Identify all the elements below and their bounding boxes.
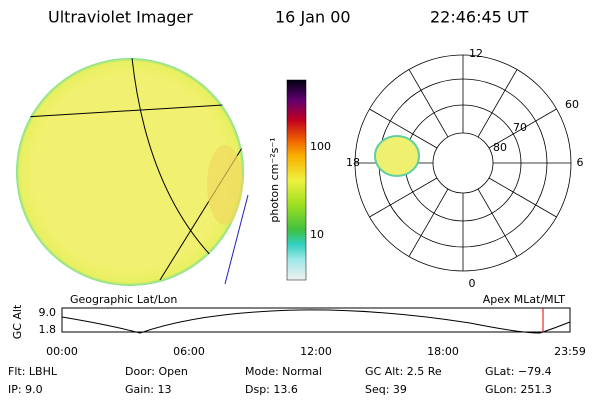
polar-spoke bbox=[488, 108, 557, 149]
title: Ultraviolet Imager bbox=[48, 8, 193, 27]
footer-field: GLon: 251.3 bbox=[485, 383, 552, 396]
polar-spoke bbox=[477, 188, 518, 257]
footer-field: GLat: −79.4 bbox=[485, 365, 552, 378]
aurora-blob bbox=[374, 135, 420, 177]
mlt-label: 6 bbox=[577, 156, 584, 169]
footer-field: GC Alt: 2.5 Re bbox=[365, 365, 442, 378]
mlt-label: 12 bbox=[469, 47, 483, 60]
lat-label: 80 bbox=[493, 141, 507, 154]
timeline-ylabel: GC Alt bbox=[11, 304, 24, 339]
panel-label: Apex MLat/MLT bbox=[483, 293, 566, 306]
timeline bbox=[61, 307, 571, 334]
mlt-label: 0 bbox=[469, 277, 476, 290]
colorbar-tick: 100 bbox=[310, 140, 331, 153]
earth-image bbox=[16, 58, 249, 286]
polar-spoke bbox=[477, 69, 518, 138]
panel-label: Geographic Lat/Lon bbox=[70, 293, 177, 306]
footer-field: Flt: LBHL bbox=[8, 365, 58, 378]
footer-field: Gain: 13 bbox=[125, 383, 172, 396]
polar-spoke bbox=[408, 188, 449, 257]
timeline-ytick: 1.8 bbox=[39, 323, 57, 336]
timeline-xtick: 12:00 bbox=[300, 345, 332, 358]
colorbar bbox=[286, 79, 307, 281]
mlt-label: 18 bbox=[346, 156, 360, 169]
lat-label: 70 bbox=[513, 121, 527, 134]
lat-label: 60 bbox=[565, 98, 579, 111]
footer-field: Mode: Normal bbox=[245, 365, 322, 378]
footer-field: Door: Open bbox=[125, 365, 188, 378]
timeline-ytick: 9.0 bbox=[39, 306, 57, 319]
timeline-xtick: 00:00 bbox=[46, 345, 78, 358]
timeline-xtick: 23:59 bbox=[554, 345, 586, 358]
polar-spoke bbox=[369, 177, 438, 218]
polar-spoke bbox=[369, 108, 438, 149]
polar-spoke bbox=[408, 69, 449, 138]
colorbar-label: photon cm⁻²s⁻¹ bbox=[268, 137, 281, 222]
colorbar-tick: 10 bbox=[310, 228, 324, 241]
polar-spoke bbox=[488, 177, 557, 218]
footer-field: IP: 9.0 bbox=[8, 383, 43, 396]
footer-field: Dsp: 13.6 bbox=[245, 383, 298, 396]
time: 22:46:45 UT bbox=[430, 8, 529, 27]
timeline-xtick: 06:00 bbox=[173, 345, 205, 358]
timeline-xtick: 18:00 bbox=[427, 345, 459, 358]
date: 16 Jan 00 bbox=[275, 8, 351, 27]
footer-field: Seq: 39 bbox=[365, 383, 407, 396]
